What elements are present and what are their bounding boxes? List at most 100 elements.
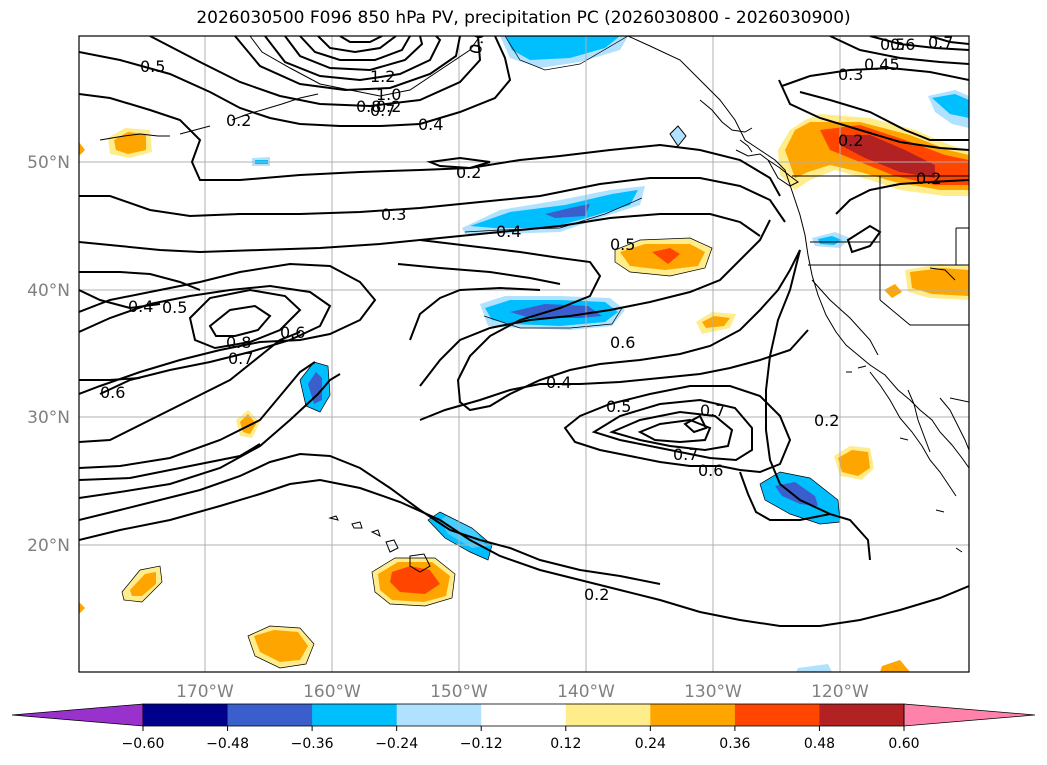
lat-label: 20°N <box>27 536 70 556</box>
contour-label: 0.2 <box>584 585 609 604</box>
colorbar-tick-label: −0.60 <box>122 736 165 752</box>
precip-blob <box>505 36 620 60</box>
colorbar-segment <box>396 704 482 726</box>
contour-label: 0.2 <box>456 163 481 182</box>
contour-label: 0.6 <box>890 35 915 54</box>
colorbar-tick-label: 0.12 <box>550 736 581 752</box>
precip-blob <box>702 316 730 328</box>
lon-label: 140°W <box>557 682 615 702</box>
contour-labels: 0.5 0.6 1.2 1.0 0.8 0.7 0.4 0.2 0.3 0.4 … <box>100 21 953 604</box>
contour-label: 0.6 <box>280 323 305 342</box>
contour-label: 1.2 <box>370 67 395 86</box>
contour-label: 0.4 <box>418 115 443 134</box>
contour-label: 1.0 <box>376 85 401 104</box>
contour-label: 0.7 <box>673 445 698 464</box>
contour-label: 0.8 <box>356 97 381 116</box>
precip-blob <box>79 142 85 156</box>
precip-blob <box>818 236 842 245</box>
colorbar-tick-label: 0.36 <box>719 736 750 752</box>
contour-label: 0.2 <box>916 169 941 188</box>
contour-label: 0.5 <box>606 397 631 416</box>
contour-label: 0.7 <box>928 33 953 52</box>
precip-blob <box>470 190 638 228</box>
precip-blob <box>440 516 486 548</box>
precip-blob <box>910 268 969 296</box>
precip-blob <box>796 664 832 672</box>
coastlines <box>99 36 969 573</box>
precip-blob <box>545 204 590 218</box>
colorbar-segment <box>143 704 229 726</box>
contour-label: 0.7 <box>700 401 725 420</box>
precip-blob <box>838 450 870 476</box>
contour-label: 0.7 <box>370 101 395 120</box>
lat-label: 50°N <box>27 153 70 173</box>
colorbar-tick-label: 0.60 <box>888 736 919 752</box>
map-frame <box>78 35 970 673</box>
contour-label: 0.45 <box>864 55 900 74</box>
lat-label: 40°N <box>27 281 70 301</box>
contour-label: 0.2 <box>226 111 251 130</box>
colorbar-segment <box>734 704 820 726</box>
colorbar-tick-label: −0.36 <box>291 736 334 752</box>
contour-label: 0.5 <box>610 235 635 254</box>
contour-label: 0.6 <box>100 383 125 402</box>
lon-label: 120°W <box>811 682 869 702</box>
precip-blob <box>880 660 910 672</box>
precip-blob <box>390 566 440 594</box>
longitude-labels: 170°W 160°W 150°W 140°W 130°W 120°W <box>176 682 869 702</box>
colorbar-tick-label: −0.12 <box>460 736 503 752</box>
contour-label: 0.7 <box>228 349 253 368</box>
contour-label: 0.4 <box>496 222 521 241</box>
lon-label: 130°W <box>684 682 742 702</box>
colorbar-segment <box>481 704 567 726</box>
contour-label: 0.5 <box>880 35 905 54</box>
colorbar-tick-label: 0.48 <box>804 736 835 752</box>
lon-label: 150°W <box>430 682 488 702</box>
contour-label: 0.4 <box>128 297 153 316</box>
colorbar-extend-low <box>11 703 144 727</box>
colorbar-tick-label: 0.24 <box>635 736 666 752</box>
contour-label: 0.4 <box>546 373 571 392</box>
colorbar-outline <box>142 703 905 727</box>
precip-blob <box>254 630 308 662</box>
colorbar-tick-label: −0.24 <box>375 736 418 752</box>
precip-blob <box>114 132 146 154</box>
precip-blob <box>840 135 935 178</box>
precip-blob <box>652 248 680 264</box>
contour-label: 0.6 <box>698 461 723 480</box>
contour-label: 0.2 <box>838 131 863 150</box>
colorbar: −0.60 −0.48 −0.36 −0.24 −0.12 0.12 0.24 0.36 0.4… <box>11 703 1036 752</box>
contour-label: 0.3 <box>838 65 863 84</box>
precip-blob <box>884 284 902 298</box>
lon-label: 170°W <box>176 682 234 702</box>
colorbar-segment <box>650 704 736 726</box>
precip-blob <box>428 512 492 560</box>
precip-blob <box>932 94 969 118</box>
colorbar-segment <box>565 704 651 726</box>
contour-label: 0.5 <box>162 298 187 317</box>
colorbar-extend-high <box>903 703 1036 727</box>
colorbar-tick-label: −0.48 <box>206 736 249 752</box>
pv-contours <box>79 36 969 627</box>
contour-label: 0.3 <box>381 205 406 224</box>
colorbar-segment <box>312 704 398 726</box>
colorbar-segment <box>819 704 905 726</box>
graticule <box>79 36 969 672</box>
precip-blob <box>79 602 85 614</box>
plot-area: 0.5 0.6 1.2 1.0 0.8 0.7 0.4 0.2 0.3 0.4 … <box>79 21 969 672</box>
precip-blob <box>308 372 322 404</box>
precip-blob <box>130 572 156 596</box>
contour-label: 0.6 <box>466 27 489 55</box>
contour-label: 0.2 <box>376 97 401 116</box>
lon-label: 160°W <box>303 682 361 702</box>
lat-label: 30°N <box>27 408 70 428</box>
map-title: 2026030500 F096 850 hPa PV, precipitatio… <box>196 8 851 28</box>
contour-label: 0.4 <box>852 21 877 40</box>
latitude-labels: 50°N 40°N 30°N 20°N <box>27 153 70 556</box>
contour-label: 0.6 <box>610 333 635 352</box>
contour-label: 0.2 <box>814 411 839 430</box>
colorbar-segment <box>227 704 313 726</box>
contour-label: 0.5 <box>140 57 165 76</box>
contour-label: 0.8 <box>226 333 251 352</box>
